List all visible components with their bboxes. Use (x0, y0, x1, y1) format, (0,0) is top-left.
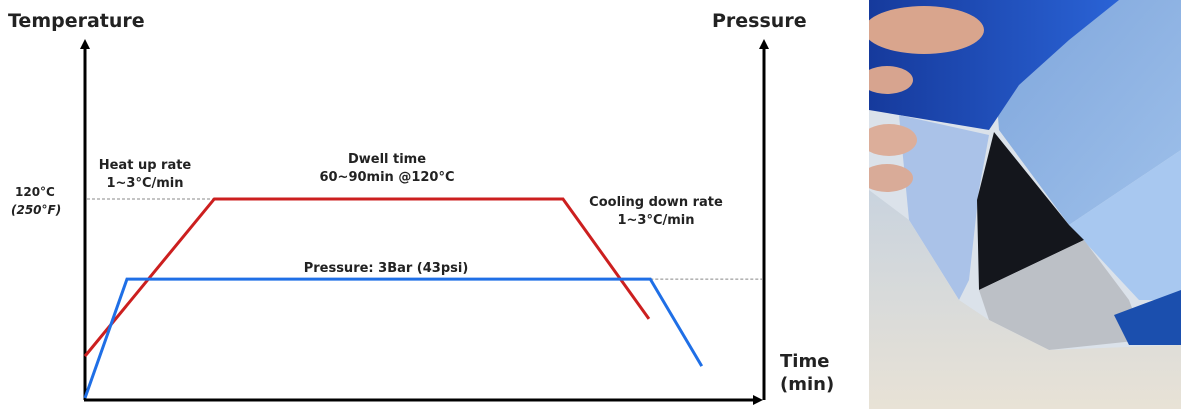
cooling-annotation-line2: 1~3°C/min (617, 213, 694, 228)
blue-pad-lower (1069, 150, 1181, 300)
pressure-annotation: Pressure: 3Bar (43psi) (304, 261, 469, 276)
pressure-profile-line (83, 277, 704, 399)
y-right-axis-label: Pressure (712, 10, 807, 32)
x-axis-unit-label: (min) (780, 374, 834, 395)
finger-lower (869, 124, 917, 156)
heat-up-annotation-line2: 1~3°C/min (106, 176, 183, 191)
finger-top (869, 6, 984, 54)
dwell-annotation-line2: 60~90min @120°C (319, 170, 454, 185)
heat-up-annotation-line1: Heat up rate (99, 158, 192, 173)
peeling-film-photo (869, 0, 1181, 409)
temperature-profile-line (83, 197, 651, 358)
dark-blue-edge (1114, 290, 1181, 345)
temp-tick-label: 120°C (15, 185, 55, 199)
plastic-bag (869, 190, 1181, 409)
finger-bottom (869, 164, 913, 192)
black-liner (977, 132, 1084, 290)
temp-tick-sublabel: (250°F) (11, 203, 61, 217)
silver-foil (979, 240, 1144, 350)
y-left-axis-label: Temperature (8, 10, 145, 32)
cooling-annotation-line1: Cooling down rate (589, 195, 723, 210)
light-blue-film-flap (899, 115, 989, 300)
finger-middle (869, 66, 913, 94)
dwell-annotation-line1: Dwell time (348, 152, 426, 167)
temperature-pressure-profile-chart: Temperature Pressure Time (min) 120°C (2… (8, 10, 834, 405)
x-axis-label: Time (780, 351, 829, 372)
